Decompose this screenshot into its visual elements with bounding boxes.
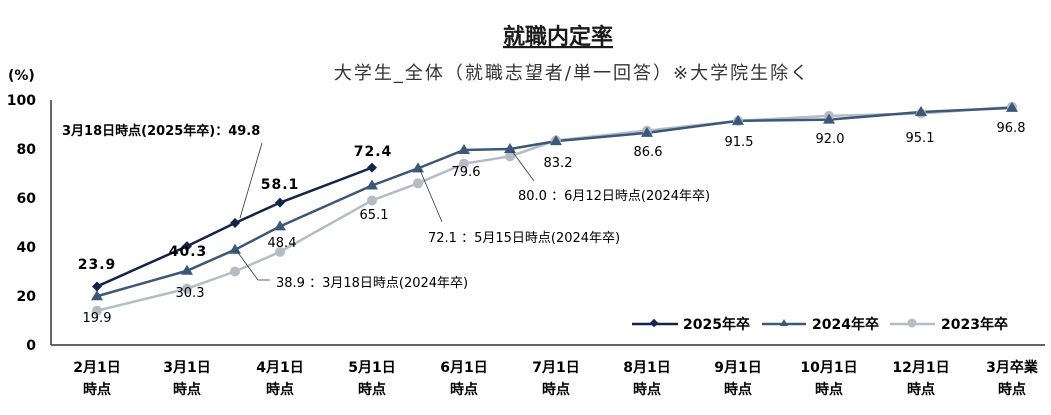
data-label: 95.1 (906, 131, 935, 146)
data-label: 48.4 (268, 236, 297, 251)
triangle-icon (1006, 101, 1018, 112)
diamond-icon (182, 241, 192, 252)
y-tick: 60 (17, 191, 37, 207)
x-tick-label: 時点 (633, 381, 661, 398)
x-tick-label: 3月1日 (163, 360, 210, 376)
triangle-icon (181, 264, 193, 275)
data-label: 92.0 (816, 132, 845, 147)
triangle-icon (91, 290, 103, 301)
triangle-icon (412, 162, 424, 173)
diamond-icon (92, 281, 102, 292)
data-label: 91.5 (725, 135, 754, 150)
triangle-icon (823, 113, 835, 124)
triangle-icon (732, 114, 744, 125)
triangle-icon (641, 126, 653, 137)
x-tick-label: 3月卒業 (986, 359, 1039, 376)
data-label: 72.4 (354, 144, 393, 160)
y-axis: 0 20 40 60 80 100 (7, 93, 52, 354)
annotations: 3月18日時点(2025年卒)：49.8 38.9 ：3月18日時点(2024年… (62, 123, 710, 291)
y-tick: 80 (17, 142, 37, 158)
data-label: 19.9 (83, 311, 112, 326)
data-labels: 23.9 40.3 58.1 72.4 19.9 30.3 48.4 65.1 … (78, 121, 1026, 326)
data-label: 40.3 (169, 244, 208, 260)
legend: 2025年卒 2024年卒 2023年卒 (632, 316, 1008, 333)
x-tick-label: 8月1日 (623, 360, 670, 376)
series-line-2024年卒 (96, 106, 1013, 298)
x-tick-label: 時点 (83, 381, 111, 398)
x-tick-label: 9月1日 (714, 360, 761, 376)
triangle-icon (504, 143, 516, 153)
circle-icon (907, 318, 917, 328)
triangle-icon (229, 243, 241, 254)
circle-icon (459, 158, 469, 169)
annotation-2024-may15: 72.1 ：5月15日時点(2024年卒) (428, 231, 620, 246)
diamond-icon (230, 217, 240, 228)
data-label: 58.1 (261, 177, 300, 193)
x-tick-label: 時点 (266, 381, 294, 398)
x-tick-label: 時点 (998, 381, 1026, 398)
circle-icon (367, 195, 377, 206)
triangle-icon (458, 143, 470, 154)
triangle-icon (550, 135, 562, 146)
x-tick-label: 2月1日 (73, 360, 120, 376)
series-markers (91, 101, 1018, 316)
x-tick-label: 4月1日 (256, 360, 303, 376)
y-tick: 40 (17, 240, 37, 256)
annotation-2024-jun12: 80.0 ：6月12日時点(2024年卒) (518, 189, 710, 204)
triangle-icon (780, 319, 788, 326)
circle-icon (275, 246, 285, 257)
x-tick-label: 時点 (173, 381, 201, 398)
y-tick: 20 (17, 289, 37, 305)
x-tick-label: 時点 (450, 381, 478, 398)
legend-item-2024: 2024年卒 (762, 316, 879, 333)
x-tick-label: 7月1日 (532, 360, 579, 376)
data-label: 96.8 (997, 121, 1026, 136)
x-tick-label: 時点 (907, 381, 935, 398)
y-tick: 0 (26, 338, 36, 354)
data-label: 79.6 (452, 165, 481, 180)
y-tick: 100 (7, 93, 36, 109)
triangle-icon (915, 106, 927, 117)
annotation-2025-mar18: 3月18日時点(2025年卒)：49.8 (62, 123, 260, 139)
diamond-icon (275, 197, 285, 208)
x-tick-label: 6月1日 (440, 360, 487, 376)
x-tick-label: 時点 (358, 381, 386, 398)
circle-icon (182, 283, 192, 294)
data-label: 86.6 (634, 145, 663, 160)
x-tick-label: 時点 (815, 381, 843, 398)
legend-item-2025: 2025年卒 (632, 316, 750, 333)
data-label: 83.2 (544, 156, 573, 171)
legend-label: 2023年卒 (941, 316, 1008, 333)
chart-title: 就職内定率 (503, 24, 613, 50)
legend-item-2023: 2023年卒 (890, 316, 1008, 333)
legend-label: 2025年卒 (683, 316, 750, 333)
legend-label: 2024年卒 (812, 316, 879, 333)
diamond-icon (649, 318, 659, 328)
circle-icon (505, 151, 515, 162)
circle-icon (230, 266, 240, 277)
series-line-2023年卒 (96, 105, 1013, 312)
triangle-icon (274, 220, 286, 231)
circle-icon (92, 305, 102, 316)
x-tick-label: 10月1日 (800, 360, 857, 376)
x-tick-label: 12月1日 (892, 360, 949, 376)
data-label: 30.3 (176, 286, 205, 301)
circle-icon (413, 178, 423, 189)
y-axis-unit: (%) (8, 68, 35, 84)
x-tick-label: 時点 (542, 381, 570, 398)
x-tick-label: 5月1日 (348, 360, 395, 376)
data-label: 65.1 (360, 208, 389, 223)
chart-subtitle: 大学生_全体（就職志望者/単一回答）※大学院生除く (334, 63, 810, 84)
diamond-icon (367, 162, 377, 173)
annotation-2024-mar18: 38.9 ：3月18日時点(2024年卒) (276, 276, 468, 291)
triangle-icon (366, 179, 378, 190)
x-tick-label: 時点 (724, 381, 752, 398)
data-label: 23.9 (78, 257, 117, 273)
